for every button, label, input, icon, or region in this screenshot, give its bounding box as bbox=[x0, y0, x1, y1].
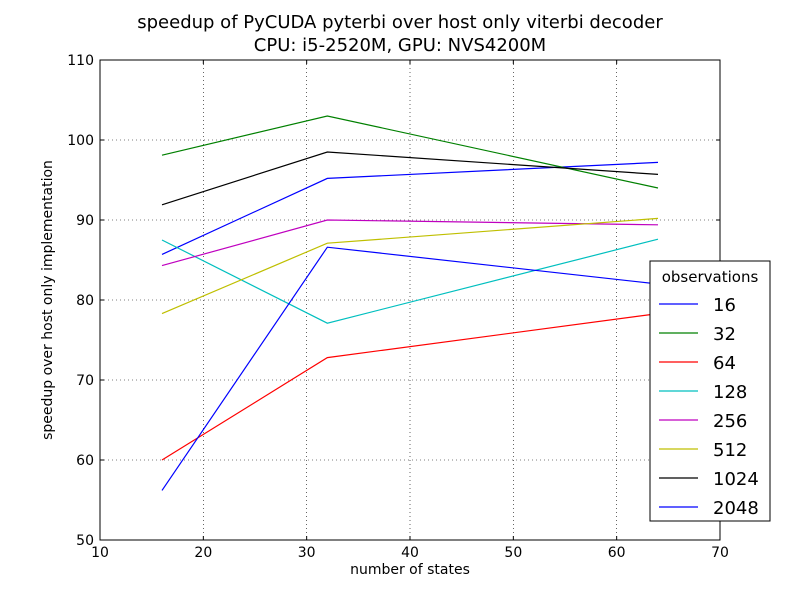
series-line-2048 bbox=[161, 246, 659, 491]
series-line-1024 bbox=[161, 151, 659, 206]
x-tick-label: 10 bbox=[91, 545, 109, 561]
legend-entry: 16 bbox=[713, 295, 736, 316]
series-line-32 bbox=[161, 115, 659, 189]
x-tick-label: 60 bbox=[608, 545, 626, 561]
legend-entry: 128 bbox=[713, 382, 747, 403]
y-tick-label: 80 bbox=[76, 293, 94, 309]
legend-entry: 512 bbox=[713, 440, 747, 461]
y-tick-label: 50 bbox=[76, 533, 94, 549]
legend-title: observations bbox=[662, 268, 759, 286]
series-line-256 bbox=[161, 219, 659, 267]
legend-entry: 1024 bbox=[713, 469, 759, 490]
x-tick-label: 70 bbox=[711, 545, 729, 561]
y-tick-label: 110 bbox=[67, 53, 94, 69]
x-axis-label: number of states bbox=[350, 562, 470, 578]
x-tick-label: 50 bbox=[504, 545, 522, 561]
y-axis-label: speedup over host only implementation bbox=[40, 160, 56, 440]
y-tick-label: 100 bbox=[67, 133, 94, 149]
x-tick-label: 40 bbox=[401, 545, 419, 561]
x-tick-label: 30 bbox=[298, 545, 316, 561]
y-tick-label: 90 bbox=[76, 213, 94, 229]
series-line-64 bbox=[161, 313, 659, 461]
x-tick-label: 20 bbox=[194, 545, 212, 561]
y-tick-label: 60 bbox=[76, 453, 94, 469]
y-tick-label: 70 bbox=[76, 373, 94, 389]
legend: observations 16 32 64 128 256 512 1024 2048 bbox=[649, 260, 771, 522]
series-line-128 bbox=[161, 238, 659, 324]
chart-title: speedup of PyCUDA pyterbi over host only… bbox=[137, 12, 663, 33]
legend-entry: 64 bbox=[713, 353, 736, 374]
legend-entry: 2048 bbox=[713, 498, 759, 519]
legend-entry: 256 bbox=[713, 411, 747, 432]
legend-entry: 32 bbox=[713, 324, 736, 345]
chart-subtitle: CPU: i5-2520M, GPU: NVS4200M bbox=[253, 35, 547, 56]
series-line-512 bbox=[161, 217, 659, 315]
series-line-16 bbox=[161, 161, 659, 255]
